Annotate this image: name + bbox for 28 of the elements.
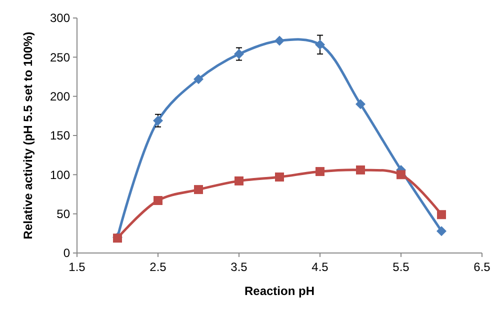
point (154, 196, 162, 206)
x-axis-title: Reaction pH (244, 284, 315, 298)
y-tick-label: 300 (50, 11, 70, 26)
point (194, 74, 204, 84)
point (437, 210, 446, 220)
y-tick-label: 250 (50, 50, 70, 64)
point (234, 176, 244, 186)
point (356, 165, 365, 174)
x-tick-label: 4.5 (312, 260, 329, 274)
x-tick-label: 6.5 (474, 260, 491, 274)
y-tick-label: 0 (63, 246, 70, 260)
y-tick-label: 100 (50, 168, 70, 182)
x-tick-label: 5.5 (392, 260, 410, 274)
x-tick-label: 1.5 (68, 260, 86, 274)
point (436, 226, 446, 236)
y-tick-label: 200 (50, 90, 70, 104)
point (316, 167, 324, 176)
y-axis-title: Relative activity (pH 5.5 set to 100%) (21, 32, 35, 240)
point (356, 99, 366, 110)
point (274, 36, 284, 46)
point (275, 172, 284, 182)
x-tick-label: 2.5 (150, 260, 167, 274)
x-tick-label: 3.5 (230, 260, 248, 274)
y-tick-label: 150 (50, 128, 70, 143)
point (396, 170, 406, 180)
point (194, 185, 203, 194)
y-tick-label: 50 (56, 207, 70, 222)
point (315, 40, 325, 50)
